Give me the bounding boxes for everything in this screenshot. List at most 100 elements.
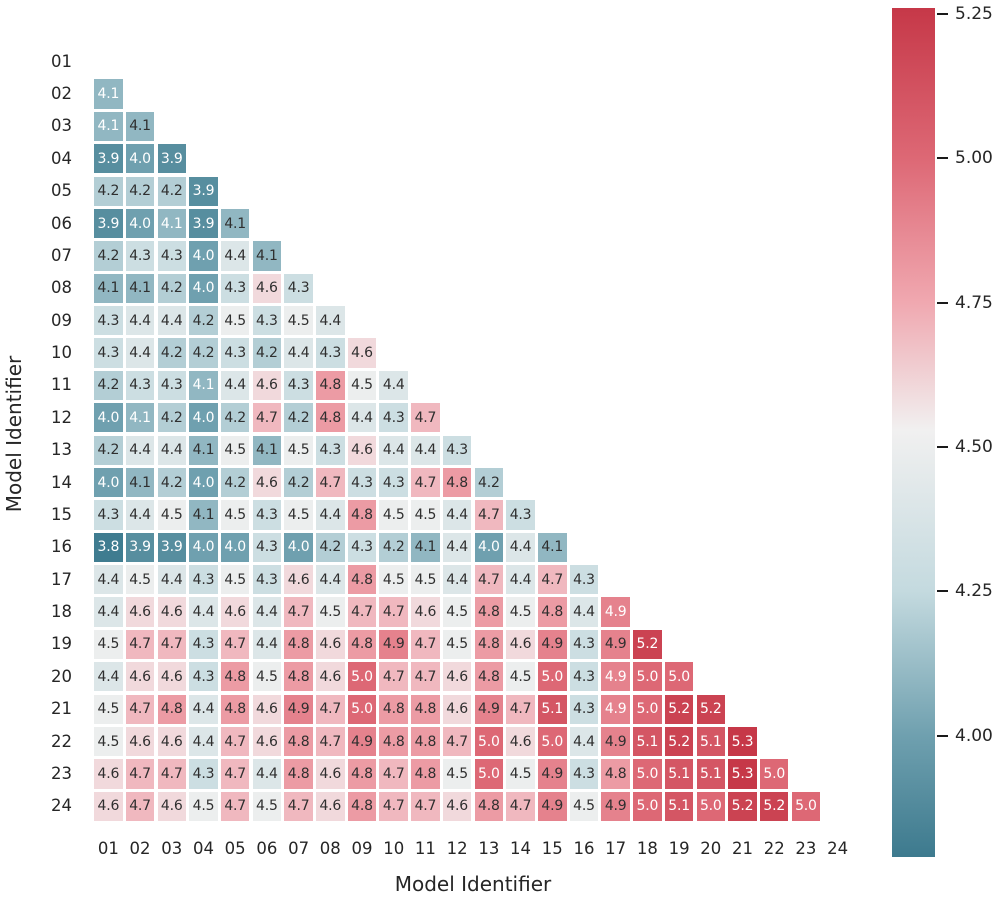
- heatmap-cell: 4.9: [379, 629, 408, 660]
- heatmap-cell: 4.6: [347, 435, 377, 465]
- x-tick-label: 06: [256, 838, 278, 858]
- heatmap-cell: 4.1: [94, 111, 123, 142]
- heatmap-cell: 4.4: [189, 694, 218, 724]
- heatmap-cell: 4.7: [506, 694, 535, 724]
- heatmap-cell: 4.8: [220, 694, 250, 724]
- x-tick-label: 03: [161, 838, 183, 858]
- heatmap-cell: 4.3: [569, 694, 599, 724]
- heatmap-cell: 4.3: [189, 759, 218, 789]
- heatmap-cell: 4.8: [379, 694, 408, 724]
- heatmap-cell: 4.3: [316, 338, 345, 368]
- y-tick-label: 21: [51, 699, 72, 719]
- heatmap-cell: 4.4: [189, 597, 218, 627]
- heatmap-cell: 4.3: [189, 629, 218, 660]
- heatmap-cell: 5.3: [728, 726, 757, 757]
- heatmap-cell: 4.1: [189, 370, 218, 401]
- heatmap-cell: 4.7: [379, 662, 408, 692]
- heatmap: 4.1 4.1 4.1 3.9 4.0 3.9 4.2 4.2 4.2 3.9 3.9 4.0 4.1 3…: [93, 46, 854, 823]
- heatmap-cell: 5.0: [633, 791, 662, 821]
- heatmap-cell: 4.5: [506, 597, 535, 627]
- heatmap-cell: 4.4: [125, 435, 155, 465]
- heatmap-cell: 3.8: [94, 532, 123, 562]
- heatmap-cell: 4.2: [125, 176, 155, 206]
- heatmap-cell: 4.1: [94, 79, 123, 109]
- x-tick-labels: 01 02 03 04 05 06 07 08 09 10 11 12 13 14 15 16 17 18 19 20…: [93, 823, 854, 859]
- heatmap-cell: 4.4: [316, 306, 345, 336]
- heatmap-cell: 4.3: [442, 435, 472, 465]
- heatmap-cell: 4.6: [157, 597, 187, 627]
- heatmap-cell: 4.9: [601, 597, 630, 627]
- heatmap-cell: 4.3: [189, 565, 218, 595]
- heatmap-cell: 4.3: [94, 500, 123, 530]
- heatmap-cell: 4.2: [94, 370, 123, 401]
- heatmap-cell: 4.8: [379, 726, 408, 757]
- y-tick-label: 02: [51, 84, 72, 104]
- heatmap-cell: 3.9: [189, 176, 218, 206]
- x-tick-label: 17: [605, 838, 627, 858]
- heatmap-cell: 3.9: [189, 208, 218, 239]
- heatmap-cell: 4.0: [189, 273, 218, 303]
- heatmap-cell: 3.9: [157, 144, 187, 174]
- heatmap-cell: 4.7: [220, 759, 250, 789]
- heatmap-cell: 4.8: [442, 467, 472, 498]
- heatmap-cell: 5.0: [791, 791, 821, 821]
- heatmap-cell: 4.5: [220, 435, 250, 465]
- heatmap-cell: 4.3: [125, 370, 155, 401]
- heatmap-cell: 4.5: [220, 500, 250, 530]
- y-tick-label: 03: [51, 116, 72, 136]
- colorbar-tick: [937, 301, 948, 304]
- heatmap-cell: 4.3: [252, 306, 282, 336]
- heatmap-cell: 4.6: [252, 694, 282, 724]
- heatmap-cell: 4.8: [601, 759, 630, 789]
- colorbar-gradient: [892, 8, 935, 857]
- heatmap-cell: 4.5: [316, 597, 345, 627]
- heatmap-cell: 4.7: [125, 759, 155, 789]
- heatmap-cell: 4.4: [379, 370, 408, 401]
- heatmap-cell: 4.4: [189, 726, 218, 757]
- heatmap-cell: 4.5: [252, 662, 282, 692]
- x-tick-label: 07: [288, 838, 310, 858]
- heatmap-cell: 4.7: [474, 565, 504, 595]
- heatmap-cell: 4.8: [347, 565, 377, 595]
- heatmap-cell: 4.9: [601, 694, 630, 724]
- heatmap-cell: 4.4: [94, 662, 123, 692]
- heatmap-cell: 4.6: [442, 694, 472, 724]
- heatmap-cell: 5.2: [664, 726, 694, 757]
- heatmap-cell: 4.9: [601, 662, 630, 692]
- heatmap-cell: 4.4: [379, 435, 408, 465]
- heatmap-cell: 4.7: [538, 565, 567, 595]
- heatmap-cell: 5.2: [759, 791, 789, 821]
- heatmap-cell: 4.0: [189, 467, 218, 498]
- colorbar-tick-label: 4.75: [955, 292, 993, 313]
- heatmap-cell: 5.0: [538, 662, 567, 692]
- colorbar-tick: [937, 590, 948, 593]
- heatmap-cell: 4.4: [125, 500, 155, 530]
- heatmap-cell: 5.3: [728, 759, 757, 789]
- heatmap-cell: 4.3: [220, 338, 250, 368]
- heatmap-cell: 4.4: [94, 597, 123, 627]
- heatmap-cell: 5.0: [474, 726, 504, 757]
- x-tick-label: 22: [763, 838, 785, 858]
- heatmap-cell: 4.4: [442, 500, 472, 530]
- heatmap-cell: 4.3: [569, 565, 599, 595]
- heatmap-cell: 4.1: [125, 403, 155, 433]
- heatmap-cell: 4.4: [125, 306, 155, 336]
- heatmap-cell: 4.5: [125, 565, 155, 595]
- heatmap-cell: 4.6: [252, 273, 282, 303]
- heatmap-cell: 4.9: [601, 726, 630, 757]
- heatmap-cell: 4.8: [220, 662, 250, 692]
- y-tick-label: 15: [51, 504, 72, 524]
- heatmap-cell: 4.4: [252, 629, 282, 660]
- heatmap-cell: 3.9: [94, 208, 123, 239]
- heatmap-cell: 4.5: [442, 759, 472, 789]
- heatmap-cell: 5.0: [347, 694, 377, 724]
- heatmap-cell: 4.6: [94, 791, 123, 821]
- heatmap-cell: 4.8: [474, 662, 504, 692]
- heatmap-cell: 4.3: [252, 532, 282, 562]
- heatmap-cell: 4.4: [220, 241, 250, 271]
- heatmap-cell: 4.6: [252, 467, 282, 498]
- heatmap-cell: 4.3: [506, 500, 535, 530]
- y-tick-label: 23: [51, 763, 72, 783]
- heatmap-cell: 4.5: [506, 759, 535, 789]
- heatmap-cell: 4.7: [411, 403, 440, 433]
